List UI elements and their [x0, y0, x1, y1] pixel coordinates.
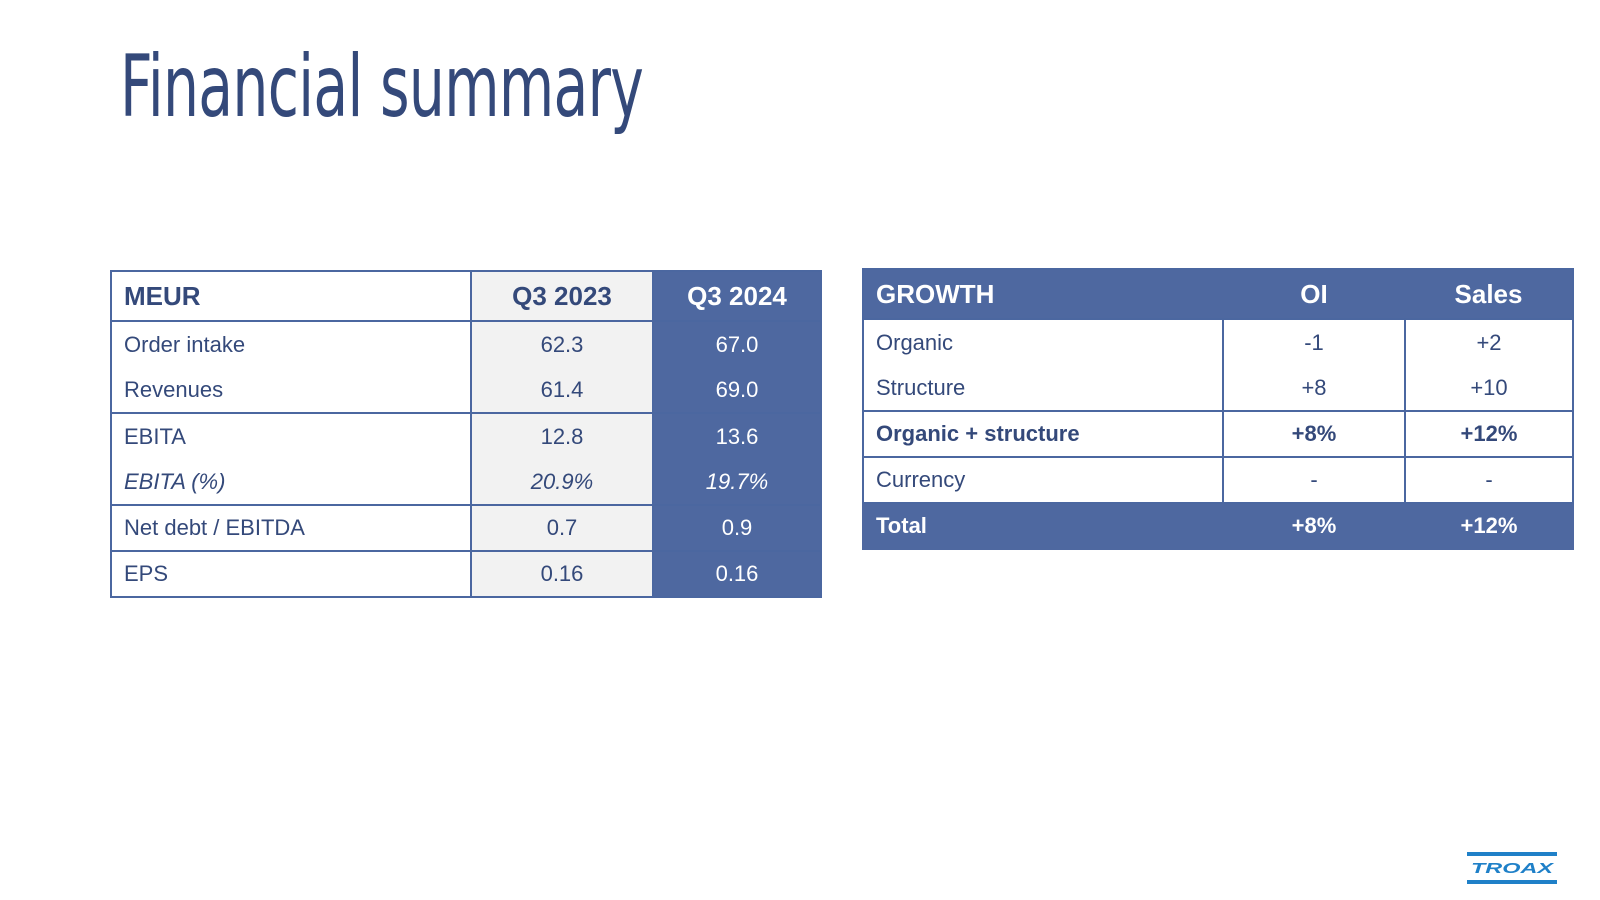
row-label: EPS [110, 550, 472, 597]
value-sales: +10 [1404, 365, 1574, 412]
value-oi: - [1222, 456, 1406, 504]
table-row: Organic -1 +2 [862, 318, 1574, 365]
financial-summary-table: MEUR Q3 2023 Q3 2024 Order intake 62.3 6… [110, 270, 822, 598]
column-header-meur: MEUR [110, 271, 472, 322]
row-label: EBITA (%) [110, 459, 472, 505]
value-sales: +12% [1404, 502, 1574, 550]
table-row: Structure +8 +10 [862, 365, 1574, 412]
table-header-row: GROWTH OI Sales [863, 269, 1573, 319]
growth-table: GROWTH OI Sales Organic -1 +2 Structure … [862, 268, 1574, 550]
value-q3-2023: 0.7 [470, 504, 654, 551]
value-oi: +8% [1222, 410, 1406, 458]
value-q3-2024: 0.9 [652, 504, 822, 551]
column-header-q3-2024: Q3 2024 [652, 271, 822, 322]
table-row-total: Total +8% +12% [862, 502, 1574, 550]
table-row: Organic + structure +8% +12% [862, 410, 1574, 458]
column-header-growth: GROWTH [863, 269, 1223, 319]
row-label: EBITA [110, 412, 472, 459]
table-row: EBITA (%) 20.9% 19.7% [110, 459, 822, 505]
table-row: Currency - - [862, 456, 1574, 504]
row-label: Total [862, 502, 1224, 550]
value-q3-2023: 61.4 [470, 367, 654, 413]
row-label: Organic [862, 318, 1224, 365]
value-sales: +12% [1404, 410, 1574, 458]
value-q3-2023: 0.16 [470, 550, 654, 597]
page-title: Financial summary [120, 37, 644, 137]
row-label: Net debt / EBITDA [110, 504, 472, 551]
value-sales: +2 [1404, 318, 1574, 365]
value-sales: - [1404, 456, 1574, 504]
row-label: Organic + structure [862, 410, 1224, 458]
troax-logo: TROAX [1467, 852, 1557, 884]
value-oi: +8% [1222, 502, 1406, 550]
column-header-oi: OI [1223, 269, 1405, 319]
value-q3-2024: 13.6 [652, 412, 822, 459]
value-q3-2023: 20.9% [470, 459, 654, 505]
row-label: Order intake [110, 321, 472, 367]
value-q3-2023: 62.3 [470, 321, 654, 367]
table-row: Revenues 61.4 69.0 [110, 367, 822, 413]
table-row: Net debt / EBITDA 0.7 0.9 [110, 504, 822, 551]
column-header-sales: Sales [1405, 269, 1573, 319]
row-label: Revenues [110, 367, 472, 413]
value-q3-2024: 19.7% [652, 459, 822, 505]
value-q3-2024: 69.0 [652, 367, 822, 413]
column-header-q3-2023: Q3 2023 [470, 271, 654, 322]
value-q3-2024: 0.16 [652, 550, 822, 597]
value-oi: +8 [1222, 365, 1406, 412]
table-header-row: MEUR Q3 2023 Q3 2024 [110, 271, 822, 322]
table-row: EPS 0.16 0.16 [110, 550, 822, 597]
row-label: Structure [862, 365, 1224, 412]
row-label: Currency [862, 456, 1224, 504]
table-row: Order intake 62.3 67.0 [110, 321, 822, 367]
value-q3-2023: 12.8 [470, 412, 654, 459]
value-oi: -1 [1222, 318, 1406, 365]
logo-text: TROAX [1471, 860, 1555, 877]
value-q3-2024: 67.0 [652, 321, 822, 367]
table-row: EBITA 12.8 13.6 [110, 412, 822, 459]
